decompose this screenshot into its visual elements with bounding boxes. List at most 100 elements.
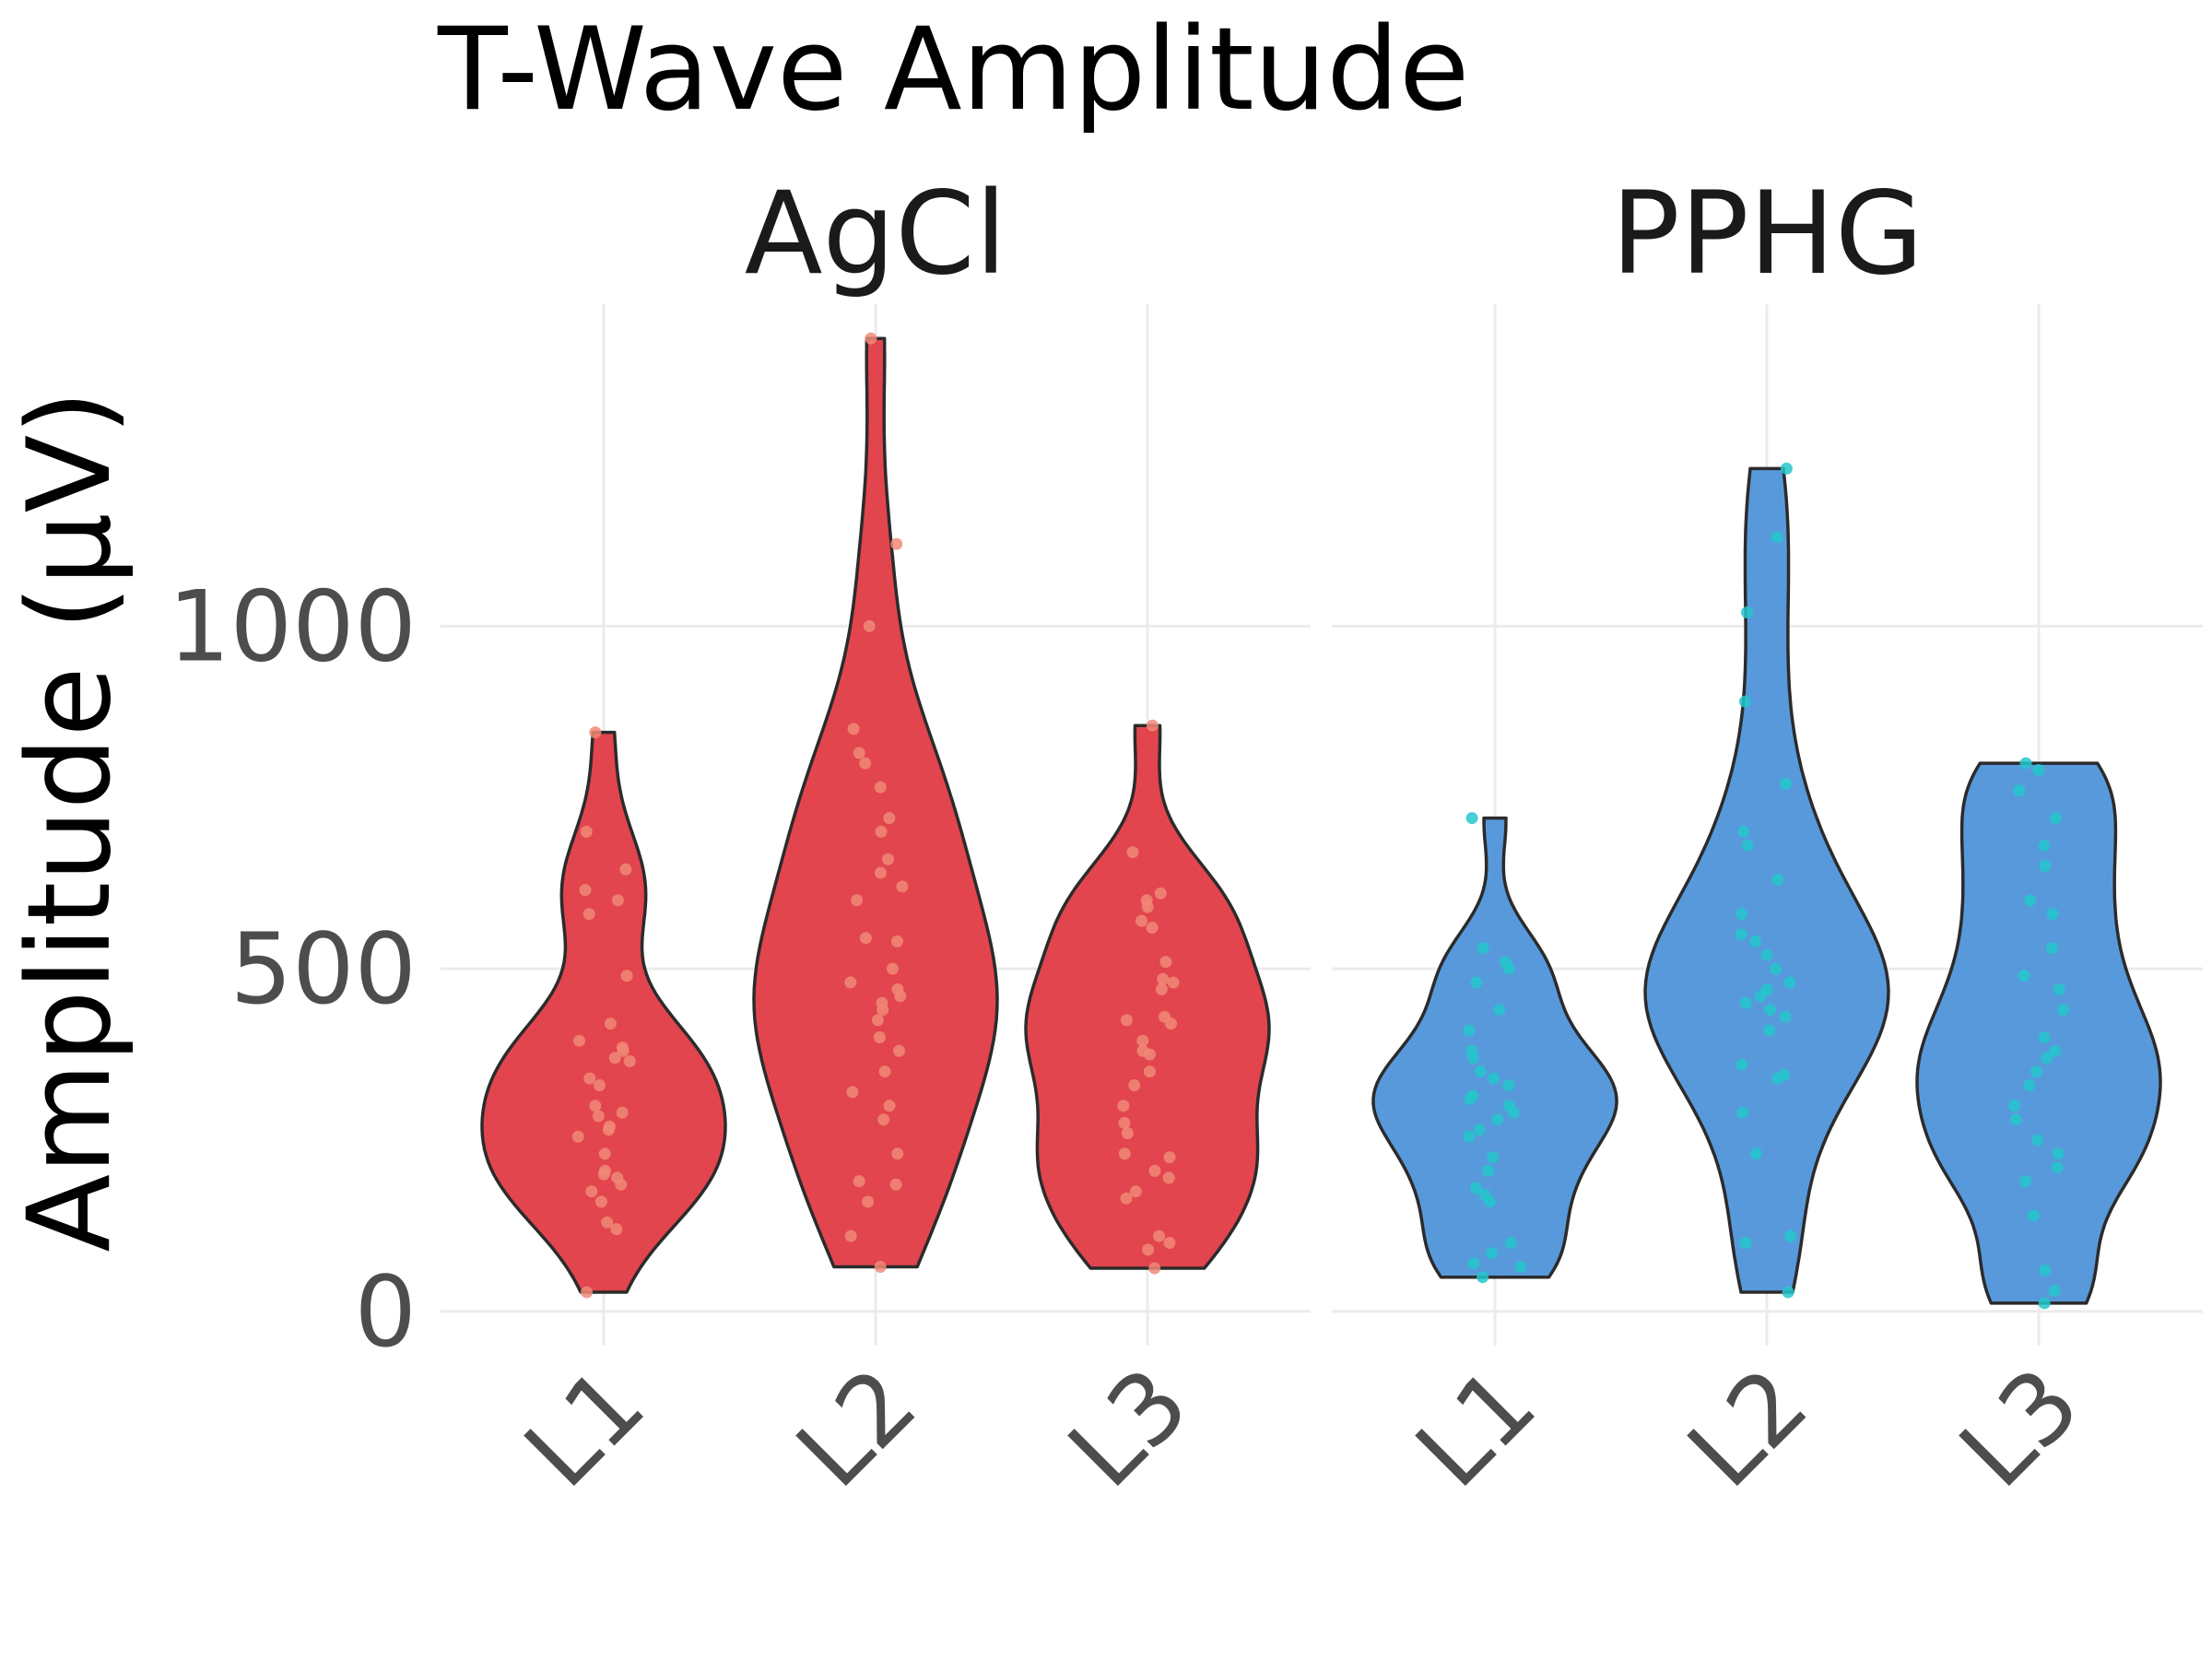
data-point (853, 747, 865, 759)
data-point (1140, 894, 1153, 907)
x-tick-label-l1: L1 (503, 1347, 665, 1509)
data-point (871, 1014, 884, 1027)
data-point (620, 970, 633, 982)
data-point (1478, 1188, 1491, 1201)
x-tick-label-l2: L2 (775, 1347, 937, 1509)
data-point (623, 1055, 636, 1067)
data-point (1129, 1185, 1142, 1198)
data-point (1159, 956, 1172, 969)
data-point (1514, 1261, 1527, 1273)
data-point (1738, 695, 1751, 708)
data-point (1493, 1004, 1506, 1017)
data-point (1477, 942, 1489, 955)
data-point (598, 1164, 611, 1177)
data-point (2046, 908, 2059, 921)
data-point (1486, 1247, 1499, 1260)
data-point (1749, 935, 1762, 947)
data-point (581, 1286, 594, 1299)
data-point (1463, 1024, 1476, 1037)
data-point (877, 1113, 890, 1126)
data-point (1466, 1089, 1479, 1102)
data-point (2053, 982, 2065, 995)
data-point (2023, 1079, 2036, 1091)
data-point (2013, 784, 2026, 797)
data-point (2049, 812, 2062, 825)
data-point (604, 1018, 617, 1030)
data-point (1154, 887, 1167, 900)
data-point (1482, 1164, 1495, 1177)
data-point (891, 1147, 904, 1160)
data-point (846, 1086, 859, 1099)
data-point (863, 619, 876, 632)
data-point (1500, 956, 1512, 969)
data-point (1477, 1271, 1489, 1284)
data-point (1128, 1079, 1141, 1091)
data-point (1487, 1151, 1500, 1164)
data-point (619, 863, 632, 876)
data-point (859, 932, 872, 945)
y-axis-label: Amplitude (µV) (4, 390, 136, 1252)
data-point (896, 880, 909, 893)
data-point (1148, 1164, 1161, 1177)
data-point (875, 825, 888, 838)
data-point (2032, 764, 2045, 776)
violin-agcl-l3 (1024, 724, 1271, 1270)
x-tick-label-l2: L2 (1666, 1347, 1829, 1509)
data-point (1473, 1124, 1486, 1136)
data-point (580, 825, 593, 838)
data-point (2019, 757, 2032, 770)
data-point (1783, 976, 1796, 989)
data-point (1739, 1237, 1752, 1249)
data-point (1770, 962, 1783, 975)
data-point (1470, 976, 1483, 989)
facet-panels: 0 500 1000 AgCl L1 L2 L3 PPHG L1 L2 L3 (168, 168, 2203, 1509)
data-point (1121, 1127, 1134, 1139)
data-point (1502, 1079, 1515, 1091)
y-tick-label: 0 (355, 1255, 417, 1369)
data-point (891, 982, 904, 995)
x-tick-label-l3: L3 (1938, 1347, 2100, 1509)
data-point (1159, 1010, 1171, 1023)
data-point (1470, 1182, 1483, 1194)
data-point (1126, 846, 1139, 859)
data-point (1118, 1147, 1131, 1160)
data-point (2052, 1147, 2065, 1160)
data-point (1467, 1257, 1480, 1270)
violin-agcl-l1 (480, 730, 727, 1294)
data-point (594, 1195, 607, 1208)
data-point (1735, 908, 1748, 921)
data-point (598, 1147, 611, 1160)
data-point (1120, 1014, 1133, 1027)
data-point (844, 976, 857, 989)
data-point (571, 1130, 584, 1143)
data-point (1163, 1151, 1176, 1164)
data-point (585, 1185, 598, 1198)
facet-strip-label: AgCl (745, 168, 1007, 300)
data-point (2038, 839, 2051, 852)
data-point (1749, 1147, 1762, 1160)
data-point (589, 726, 602, 739)
data-point (608, 1052, 621, 1065)
data-point (1763, 1024, 1776, 1037)
data-point (611, 1171, 624, 1184)
data-point (1146, 922, 1159, 934)
data-point (1155, 982, 1168, 995)
data-point (847, 723, 860, 735)
violin-agcl-l2 (752, 336, 999, 1269)
data-point (1163, 1237, 1176, 1249)
data-point (1739, 996, 1752, 1009)
data-point (1782, 1286, 1794, 1299)
data-point (1146, 719, 1159, 732)
data-point (2008, 1100, 2020, 1112)
data-point (1143, 1065, 1156, 1078)
data-point (874, 1261, 887, 1273)
y-tick-label: 500 (230, 912, 417, 1026)
data-point (1741, 606, 1753, 618)
data-point (1771, 531, 1783, 544)
data-point (1771, 874, 1784, 886)
data-point (1162, 1171, 1175, 1184)
data-point (1778, 1068, 1791, 1081)
chart-title: T-Wave Amplitude (437, 4, 1469, 136)
data-point (874, 781, 887, 794)
data-point (2038, 1297, 2051, 1310)
